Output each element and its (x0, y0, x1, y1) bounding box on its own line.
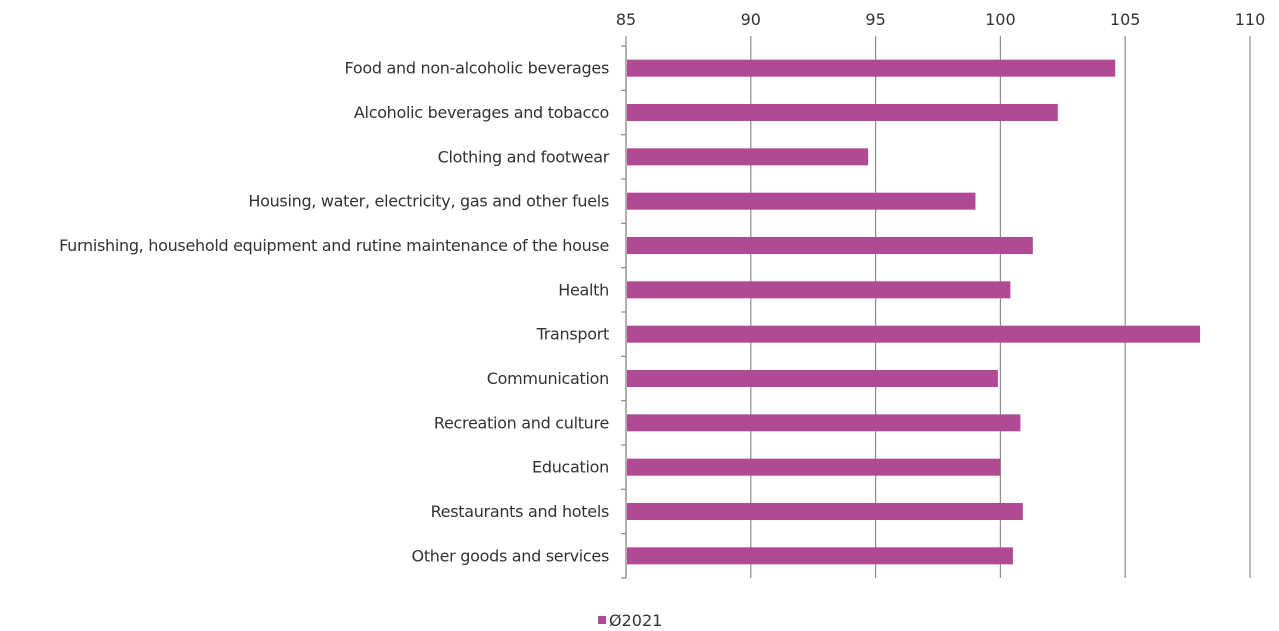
legend-label: Ø2021 (609, 611, 662, 630)
category-label: Health (558, 280, 609, 299)
x-axis-ticks: 85 90 95 100 105 110 (616, 10, 1265, 29)
bar (627, 325, 1201, 343)
category-label: Education (532, 458, 609, 477)
x-tick-label: 95 (865, 10, 885, 29)
bar (627, 370, 998, 387)
x-tick-label: 105 (1110, 10, 1141, 29)
y-axis (621, 45, 627, 579)
legend: Ø2021 (598, 611, 662, 630)
bar (627, 148, 869, 166)
bar (627, 458, 1001, 476)
category-label: Restaurants and hotels (431, 502, 609, 521)
category-label: Clothing and footwear (438, 147, 610, 166)
bar (627, 503, 1023, 520)
bar (627, 59, 1116, 77)
x-tick-label: 100 (985, 10, 1016, 29)
category-label: Furnishing, household equipment and ruti… (59, 236, 609, 255)
category-labels: Food and non-alcoholic beverages Alcoholi… (59, 59, 610, 566)
bar (627, 192, 976, 210)
category-label: Communication (487, 369, 609, 388)
category-label: Food and non-alcoholic beverages (345, 59, 609, 78)
legend-swatch (598, 616, 606, 624)
category-label: Other goods and services (412, 546, 609, 565)
category-label: Housing, water, electricity, gas and oth… (248, 192, 609, 211)
bar (627, 281, 1011, 299)
bars (627, 59, 1201, 565)
x-tick-label: 110 (1235, 10, 1266, 29)
category-label: Alcoholic beverages and tobacco (354, 103, 609, 122)
bar (627, 414, 1021, 432)
x-tick-label: 85 (616, 10, 636, 29)
bar (627, 547, 1013, 565)
bar (627, 237, 1033, 254)
category-label: Transport (536, 325, 609, 344)
x-tick-label: 90 (741, 10, 761, 29)
bar (627, 104, 1058, 121)
category-label: Recreation and culture (434, 413, 609, 432)
